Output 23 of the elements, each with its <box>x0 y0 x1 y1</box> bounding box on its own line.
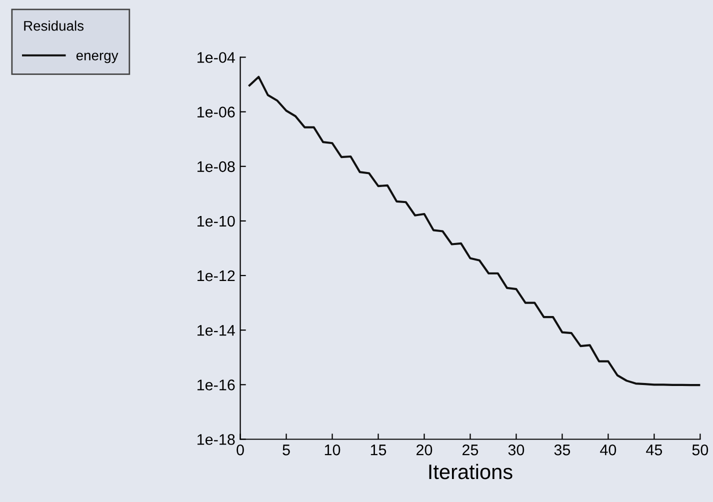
y-tick-label: 1e-16 <box>198 380 235 390</box>
x-tick-label: 50 <box>692 444 708 456</box>
y-tick-label: 1e-18 <box>198 434 235 445</box>
y-tick-label: 1e-06 <box>198 106 235 118</box>
x-tick-label: 20 <box>416 444 432 456</box>
legend-title: Residuals <box>24 20 84 31</box>
x-tick-label: 25 <box>462 444 478 456</box>
y-tick-label: 1e-12 <box>198 270 235 282</box>
y-tick-label: 1e-08 <box>198 161 235 172</box>
x-tick-label: 5 <box>282 444 290 456</box>
x-tick-label: 35 <box>554 444 570 456</box>
x-tick-label: 0 <box>236 444 244 456</box>
x-tick-label: 40 <box>600 444 616 456</box>
x-tick-label: 45 <box>646 444 662 456</box>
y-tick-label: 1e-10 <box>198 216 235 227</box>
line-series <box>248 76 700 386</box>
x-tick-label: 10 <box>324 444 340 456</box>
y-tick-label: 1e-04 <box>198 52 235 63</box>
x-tick-label: 15 <box>370 444 386 456</box>
y-tick-label: 1e-14 <box>198 325 235 336</box>
x-axis-title: Iterations <box>429 464 512 480</box>
legend-label: energy <box>76 52 118 64</box>
x-tick-label: 30 <box>508 444 524 456</box>
